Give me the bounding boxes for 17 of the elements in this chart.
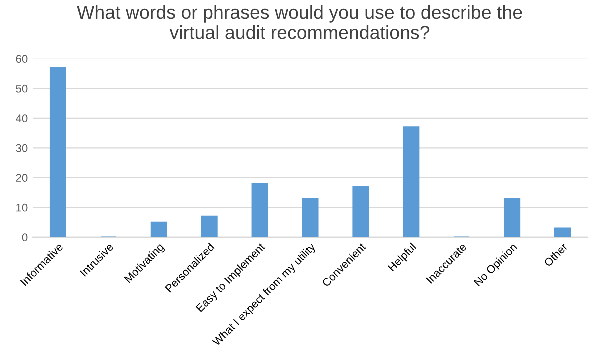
chart-title: What words or phrases would you use to describe the virtual audit recommendations? [77,5,522,40]
bar [201,216,218,238]
y-tick-label: 40 [16,114,28,123]
y-tick-label: 60 [16,55,28,64]
y-tick-label: 30 [16,144,28,152]
y-tick-label: 0 [22,234,28,242]
bar [302,198,319,238]
bar [554,228,572,238]
y-tick-label: 50 [16,84,28,93]
bar [50,67,66,238]
bar [504,198,521,238]
bar [252,183,268,238]
bar [352,186,370,238]
y-tick-label: 10 [16,204,28,212]
bar [150,222,168,238]
bar [403,126,420,238]
y-tick-label: 20 [16,174,28,182]
